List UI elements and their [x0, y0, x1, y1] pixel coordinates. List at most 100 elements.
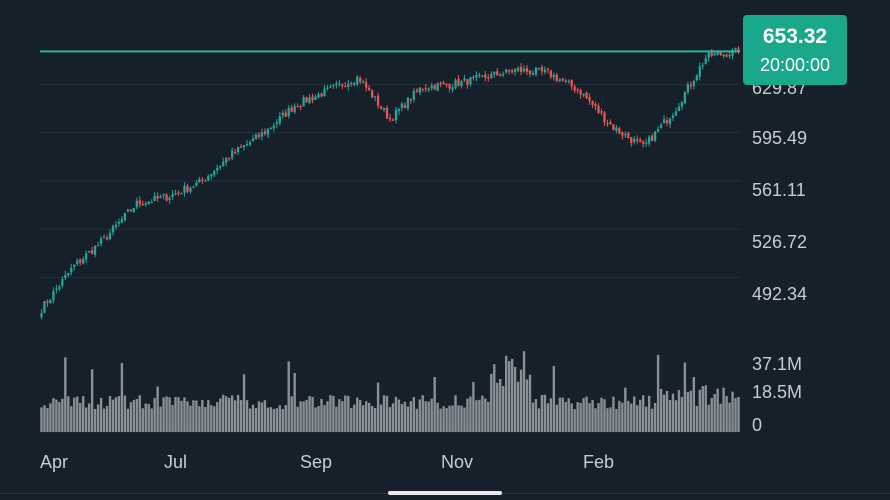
volume-bar [114, 397, 118, 432]
volume-bar [364, 401, 368, 432]
candle-body [207, 175, 210, 181]
candle-body [612, 124, 615, 130]
volume-bar [558, 397, 561, 432]
candle-body [418, 87, 421, 93]
home-indicator[interactable] [388, 491, 502, 495]
y-tick-label: 595.49 [752, 128, 807, 148]
volume-bar [701, 386, 704, 432]
volume-bar [490, 373, 493, 432]
candle-body [442, 82, 445, 84]
volume-bar [573, 409, 576, 432]
volume-bar [168, 397, 171, 432]
candle-body [108, 232, 112, 240]
candle-body [627, 133, 630, 138]
volume-bar [272, 409, 276, 432]
volume-bar [305, 400, 308, 432]
candle-body [353, 83, 356, 86]
volume-bar [585, 396, 588, 432]
volume-bar [210, 405, 213, 432]
volume-bar [388, 407, 392, 432]
candle-body [502, 73, 505, 76]
candle-body [579, 90, 582, 95]
candle-body [388, 117, 392, 120]
candle-body [284, 112, 287, 117]
volume-bar [117, 396, 121, 432]
volume-bar [141, 408, 144, 432]
volume-bar [400, 403, 404, 432]
candle-body [266, 128, 270, 135]
volume-bar [576, 401, 579, 432]
candle-body [61, 279, 64, 286]
volume-bar [257, 401, 261, 432]
candle-body [722, 54, 725, 56]
candle-body [144, 203, 147, 205]
volume-bar [627, 400, 630, 432]
volume-bar [278, 405, 281, 432]
candle-body [296, 106, 299, 108]
volume-bar [171, 405, 174, 432]
volume-bar [248, 408, 252, 432]
volume-bar [338, 399, 341, 432]
volume-bar [475, 400, 478, 432]
candle-body [546, 68, 550, 70]
candle-body [320, 93, 323, 97]
candle-body [403, 104, 407, 109]
volume-bar [421, 395, 424, 432]
volume-bar [359, 400, 362, 432]
volume-bar [430, 398, 433, 432]
y-axis-volume: 37.1M 18.5M 0 [752, 354, 802, 435]
volume-bar [356, 397, 359, 432]
candle-body [591, 101, 594, 105]
candle-body [210, 174, 213, 176]
volume-bar [219, 398, 222, 432]
candle-body [659, 124, 663, 128]
volume-bar [588, 403, 591, 432]
volume-bar [251, 404, 255, 432]
volume-bar [463, 407, 466, 432]
candle-body [630, 137, 633, 143]
candle-body [245, 144, 249, 146]
volume-bar [612, 396, 615, 432]
volume-bar [266, 407, 270, 432]
candle-body [648, 136, 651, 144]
volume-bar [96, 404, 100, 432]
candle-body [228, 158, 231, 160]
candle-body [335, 83, 338, 85]
candle-body [615, 127, 618, 131]
volume-bar [686, 391, 690, 432]
candle-body [70, 267, 73, 273]
candle-body [213, 170, 216, 176]
candle-body [287, 108, 290, 116]
volume-bar [552, 366, 556, 432]
candle-body [710, 51, 713, 57]
candle-body [707, 51, 710, 58]
candle-body [269, 127, 272, 130]
volume-bar [600, 397, 603, 432]
candle-body [43, 301, 46, 313]
candle-body [505, 69, 508, 73]
candle-body [662, 119, 666, 124]
volume-bar [180, 400, 183, 432]
candle-body [639, 139, 642, 142]
volume-bar [540, 395, 544, 432]
volume-bar [362, 405, 365, 432]
volume-bar [335, 406, 338, 432]
candle-body [111, 226, 115, 233]
volume-bar [719, 403, 722, 432]
volume-bar [650, 408, 654, 432]
candle-body [153, 195, 156, 201]
candle-body [368, 87, 371, 90]
candle-body [451, 87, 454, 90]
volume-bar [299, 401, 302, 432]
candle-body [561, 78, 564, 81]
volume-bar [296, 406, 299, 432]
candle-body [114, 224, 118, 228]
volume-bar [502, 386, 505, 432]
volume-series [40, 351, 740, 432]
volume-bar [519, 369, 523, 432]
volume-bar [341, 401, 344, 432]
candle-body [427, 88, 430, 91]
volume-bar [99, 397, 103, 432]
volume-bar [680, 396, 684, 432]
